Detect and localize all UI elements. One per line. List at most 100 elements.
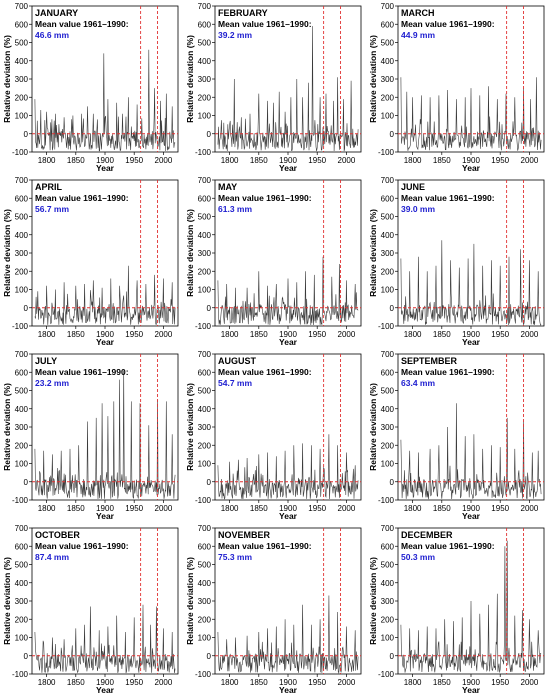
x-tick-label: 2000 xyxy=(155,504,173,513)
y-tick-label: 600 xyxy=(198,20,212,29)
month-title: OCTOBER xyxy=(35,530,80,540)
y-tick-label: 400 xyxy=(15,405,29,414)
y-tick-label: 600 xyxy=(15,368,29,377)
chart-panel-may: -100 0 100 200 300 400 500 600 700 1800 1850 1900 19… xyxy=(183,174,366,348)
y-tick-label: 0 xyxy=(390,652,395,661)
x-tick-label: 1800 xyxy=(38,156,56,165)
y-tick-label: 200 xyxy=(15,615,29,624)
x-tick-label: 1850 xyxy=(67,330,85,339)
y-tick-label: 200 xyxy=(198,615,212,624)
y-tick-label: 200 xyxy=(381,267,395,276)
mean-value: 63.4 mm xyxy=(401,378,435,388)
mean-label: Mean value 1961–1990: xyxy=(35,19,129,29)
x-tick-label: 1800 xyxy=(221,156,239,165)
chart-panel-november: -100 0 100 200 300 400 500 600 700 1800 1850 1900 19… xyxy=(183,522,366,696)
mean-label: Mean value 1961–1990: xyxy=(218,541,312,551)
x-tick-label: 1900 xyxy=(279,504,297,513)
x-tick-label: 1850 xyxy=(250,330,268,339)
y-tick-label: 200 xyxy=(198,441,212,450)
y-tick-label: -100 xyxy=(378,322,395,331)
x-axis-title: Year xyxy=(462,337,481,347)
mean-label: Mean value 1961–1990: xyxy=(35,541,129,551)
y-tick-label: 400 xyxy=(15,231,29,240)
x-tick-label: 1950 xyxy=(308,678,326,687)
x-tick-label: 1850 xyxy=(433,504,451,513)
mean-label: Mean value 1961–1990: xyxy=(401,193,495,203)
chart-panel-october: -100 0 100 200 300 400 500 600 700 1800 1850 1900 19… xyxy=(0,522,183,696)
y-tick-label: -100 xyxy=(195,670,212,679)
series-line xyxy=(400,77,542,151)
y-tick-label: 700 xyxy=(198,350,212,359)
y-tick-label: 600 xyxy=(15,542,29,551)
x-tick-label: 1850 xyxy=(250,156,268,165)
x-tick-label: 1800 xyxy=(38,504,56,513)
x-tick-label: 1950 xyxy=(308,156,326,165)
y-tick-label: 0 xyxy=(207,478,212,487)
mean-label: Mean value 1961–1990: xyxy=(401,541,495,551)
y-tick-label: 500 xyxy=(198,387,212,396)
x-tick-label: 2000 xyxy=(521,504,539,513)
mean-label: Mean value 1961–1990: xyxy=(401,367,495,377)
mean-value: 54.7 mm xyxy=(218,378,252,388)
y-tick-label: 500 xyxy=(198,39,212,48)
month-title: FEBRUARY xyxy=(218,8,268,18)
y-tick-label: 700 xyxy=(198,524,212,533)
mean-value: 50.3 mm xyxy=(401,552,435,562)
x-tick-label: 1850 xyxy=(250,504,268,513)
y-tick-label: 300 xyxy=(198,597,212,606)
mean-label: Mean value 1961–1990: xyxy=(218,367,312,377)
series-line xyxy=(34,265,176,325)
y-tick-label: 200 xyxy=(198,267,212,276)
x-tick-label: 1800 xyxy=(38,678,56,687)
y-tick-label: 600 xyxy=(381,368,395,377)
y-tick-label: 700 xyxy=(15,2,29,11)
x-axis-title: Year xyxy=(279,511,298,521)
y-tick-label: -100 xyxy=(195,148,212,157)
y-tick-label: 200 xyxy=(15,93,29,102)
y-tick-label: 300 xyxy=(198,249,212,258)
y-tick-label: 600 xyxy=(198,194,212,203)
y-tick-label: 300 xyxy=(15,249,29,258)
y-tick-label: 700 xyxy=(381,176,395,185)
y-tick-label: 300 xyxy=(381,75,395,84)
y-tick-label: 600 xyxy=(381,194,395,203)
mean-label: Mean value 1961–1990: xyxy=(35,193,129,203)
y-tick-label: 0 xyxy=(207,130,212,139)
y-tick-label: 500 xyxy=(198,561,212,570)
x-tick-label: 1900 xyxy=(279,156,297,165)
chart-svg-june: -100 0 100 200 300 400 500 600 700 1800 1850 1900 19… xyxy=(368,176,545,347)
y-tick-label: 0 xyxy=(390,478,395,487)
y-tick-label: 100 xyxy=(381,112,395,121)
series-line xyxy=(400,240,542,326)
x-tick-label: 2000 xyxy=(338,156,356,165)
month-title: JUNE xyxy=(401,182,425,192)
x-axis-title: Year xyxy=(279,163,298,173)
y-tick-label: 0 xyxy=(207,304,212,313)
x-tick-label: 1800 xyxy=(404,678,422,687)
chart-panel-february: -100 0 100 200 300 400 500 600 700 1800 1850 1900 19… xyxy=(183,0,366,174)
x-tick-label: 1950 xyxy=(491,156,509,165)
y-axis-title: Relative deviation (%) xyxy=(2,383,12,471)
x-tick-label: 1850 xyxy=(67,156,85,165)
y-tick-label: 500 xyxy=(15,213,29,222)
x-tick-label: 1800 xyxy=(404,330,422,339)
x-tick-label: 1950 xyxy=(125,330,143,339)
y-tick-label: 300 xyxy=(381,249,395,258)
x-tick-label: 1950 xyxy=(125,678,143,687)
x-axis-title: Year xyxy=(96,337,115,347)
month-title: JANUARY xyxy=(35,8,78,18)
chart-panel-april: -100 0 100 200 300 400 500 600 700 1800 1850 1900 19… xyxy=(0,174,183,348)
x-tick-label: 2000 xyxy=(338,678,356,687)
x-tick-label: 1900 xyxy=(462,678,480,687)
y-tick-label: 500 xyxy=(15,561,29,570)
month-title: NOVEMBER xyxy=(218,530,271,540)
y-tick-label: 700 xyxy=(381,2,395,11)
chart-svg-march: -100 0 100 200 300 400 500 600 700 1800 1850 1900 19… xyxy=(368,2,545,173)
y-tick-label: 300 xyxy=(15,423,29,432)
y-tick-label: 300 xyxy=(15,597,29,606)
x-tick-label: 1800 xyxy=(38,330,56,339)
y-axis-title: Relative deviation (%) xyxy=(185,557,195,645)
series-line xyxy=(400,403,542,500)
chart-panel-july: -100 0 100 200 300 400 500 600 700 1800 1850 1900 19… xyxy=(0,348,183,522)
